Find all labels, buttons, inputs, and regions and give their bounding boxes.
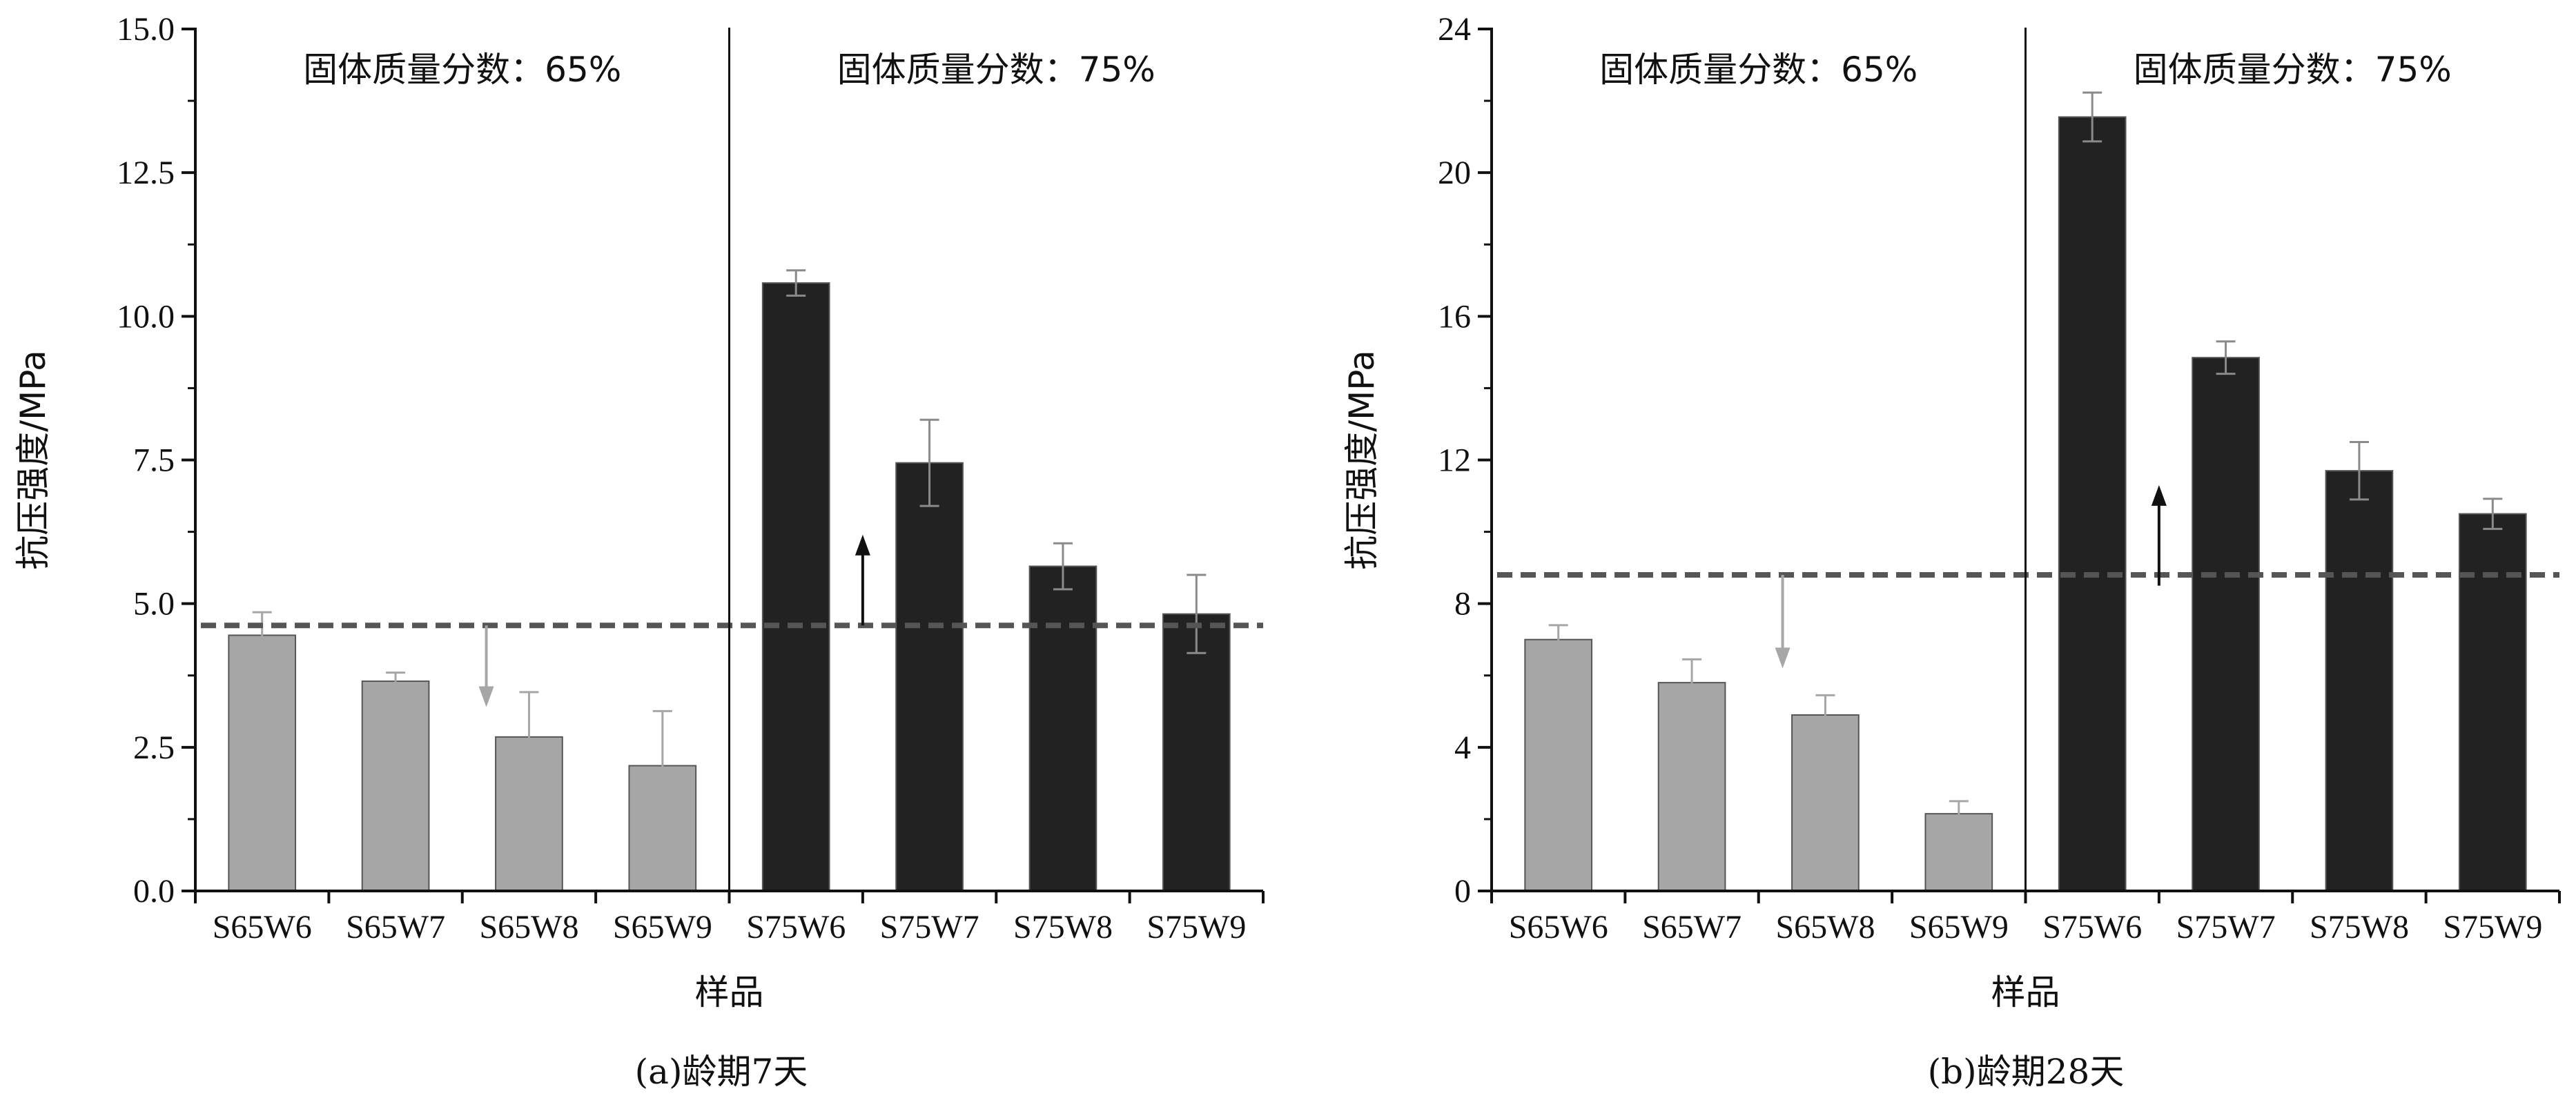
- x-tick-label: S65W7: [346, 909, 445, 945]
- x-tick-label: S75W9: [1146, 909, 1246, 945]
- y-tick-label: 16: [1438, 298, 1471, 335]
- y-tick-label: 2.5: [133, 729, 175, 766]
- bar-s75w7: [895, 462, 964, 892]
- y-tick-label: 5.0: [133, 586, 175, 622]
- bar-s75w9: [1162, 613, 1231, 892]
- bar-s65w8: [1791, 714, 1860, 892]
- x-tick-label: S75W7: [880, 909, 979, 945]
- x-tick-label: S65W9: [1909, 909, 2009, 945]
- x-tick-label: S65W8: [1775, 909, 1875, 945]
- y-tick-label: 7.5: [133, 442, 175, 479]
- group-label: 固体质量分数：65%: [303, 50, 621, 90]
- bar-s75w8: [2325, 470, 2394, 892]
- bar-s75w9: [2458, 513, 2527, 892]
- bar-s75w7: [2192, 357, 2260, 892]
- group-label: 固体质量分数：65%: [1599, 50, 1918, 90]
- group-label: 固体质量分数：75%: [2134, 50, 2452, 90]
- y-tick-label: 0: [1454, 873, 1471, 910]
- y-tick-label: 12.5: [117, 155, 175, 191]
- y-tick-label: 10.0: [117, 298, 175, 335]
- x-axis-title: 样品: [695, 972, 764, 1012]
- y-axis-title: 抗压强度/MPa: [1342, 350, 1382, 570]
- panel-b-age-28-days: 0 4 8 12 16 20 24 S65W6 S65W7 S65W8 S65W9 S75W6 S75W…: [1342, 11, 2561, 1092]
- y-tick-label: 12: [1438, 442, 1471, 479]
- x-tick-label: S65W9: [613, 909, 712, 945]
- x-tick-label: S75W9: [2443, 909, 2542, 945]
- y-tick-label: 8: [1454, 586, 1471, 622]
- x-tick-label: S75W8: [1013, 909, 1113, 945]
- bar-s65w6: [1524, 638, 1593, 892]
- x-tick-label: S65W6: [1509, 909, 1608, 945]
- y-tick-label: 15.0: [117, 11, 175, 48]
- trend-arrowhead-down: [478, 686, 494, 707]
- x-tick-label: S65W6: [213, 909, 312, 945]
- bar-s75w6: [2058, 116, 2127, 892]
- bar-s65w7: [361, 680, 430, 892]
- y-tick-label: 24: [1438, 11, 1471, 48]
- x-tick-label: S75W8: [2310, 909, 2409, 945]
- group-label: 固体质量分数：75%: [837, 50, 1155, 90]
- x-tick-label: S75W6: [746, 909, 846, 945]
- trend-arrowhead-up: [855, 534, 870, 556]
- bar-s65w7: [1657, 682, 1726, 892]
- bar-s75w6: [761, 282, 830, 892]
- bar-s75w8: [1028, 565, 1097, 892]
- panel-caption: (a)龄期7天: [635, 1052, 808, 1092]
- x-axis-title: 样品: [1991, 972, 2060, 1012]
- trend-arrowhead-up: [2151, 484, 2167, 506]
- x-tick-label: S75W6: [2042, 909, 2142, 945]
- trend-arrowhead-down: [1775, 647, 1790, 669]
- y-tick-label: 4: [1454, 729, 1471, 766]
- bar-s65w6: [228, 634, 297, 892]
- panel-caption: (b)龄期28天: [1928, 1052, 2125, 1092]
- y-tick-label: 0.0: [133, 873, 175, 910]
- x-tick-label: S75W7: [2176, 909, 2276, 945]
- x-tick-label: S65W7: [1642, 909, 1741, 945]
- panel-a-age-7-days: 0.0 2.5 5.0 7.5 10.0 12.5 15.0 S65W6 S65W7 S65W8 S…: [13, 11, 1265, 1092]
- x-tick-label: S65W8: [479, 909, 578, 945]
- bar-s65w9: [1924, 813, 1993, 892]
- y-tick-label: 20: [1438, 155, 1471, 191]
- y-axis-title: 抗压强度/MPa: [13, 350, 53, 570]
